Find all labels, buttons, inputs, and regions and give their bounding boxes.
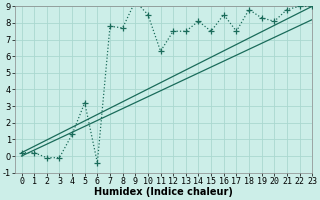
X-axis label: Humidex (Indice chaleur): Humidex (Indice chaleur) bbox=[94, 187, 233, 197]
